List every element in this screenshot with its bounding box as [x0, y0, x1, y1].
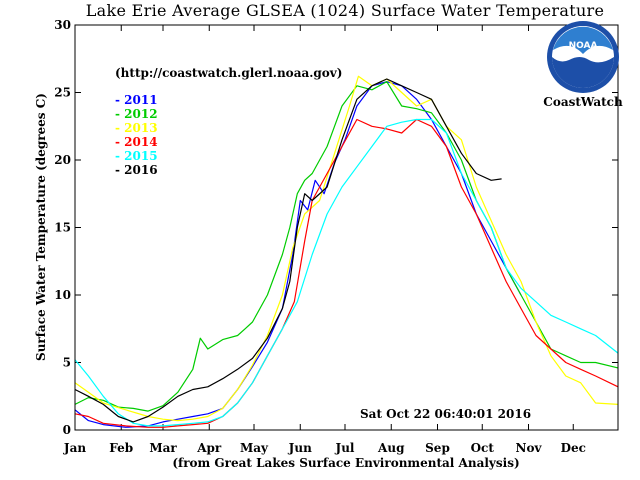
legend-item-2012: - 2012	[115, 107, 158, 121]
x-tick-label: Mar	[149, 441, 177, 455]
y-axis-label: Surface Water Temperature (degrees C)	[34, 93, 48, 361]
logo-sea-shape	[552, 57, 614, 88]
x-tick-label: Oct	[471, 441, 495, 455]
y-tick-label: 0	[63, 423, 71, 437]
legend-item-2013: - 2013	[115, 121, 158, 135]
x-tick-label: May	[240, 441, 269, 455]
series-line-2013	[74, 75, 619, 422]
x-axis-label: (from Great Lakes Surface Environmental …	[172, 456, 519, 470]
x-tick-label: Apr	[196, 441, 222, 455]
legend: - 2011- 2012- 2013- 2014- 2015- 2016	[115, 93, 158, 177]
logo-text: NOAA	[569, 41, 598, 51]
series-line-2016	[74, 78, 502, 423]
y-tick-label: 20	[54, 153, 71, 167]
series-line-2015	[74, 118, 619, 427]
legend-item-2015: - 2015	[115, 149, 158, 163]
y-tick-labels: 0 5 10 15 20 25 30	[54, 18, 71, 437]
legend-item-2016: - 2016	[115, 163, 158, 177]
chart-title: Lake Erie Average GLSEA (1024) Surface W…	[86, 1, 605, 20]
x-tick-label: Feb	[109, 441, 133, 455]
series-layer	[74, 75, 619, 428]
source-url: (http://coastwatch.glerl.noaa.gov)	[115, 66, 342, 80]
y-tick-label: 30	[54, 18, 71, 32]
timestamp: Sat Oct 22 06:40:01 2016	[360, 407, 531, 421]
y-tick-label: 15	[54, 221, 71, 235]
x-tick-label: Dec	[561, 441, 586, 455]
x-tick-labels: Jan Feb Mar Apr May Jun Jul Aug Sep Oct Nov Dec	[63, 441, 586, 455]
series-line-2012	[74, 81, 619, 412]
logo-caption: CoastWatch	[543, 95, 623, 109]
legend-item-2011: - 2011	[115, 93, 158, 107]
x-tick-label: Sep	[425, 441, 450, 455]
plot-frame	[74, 24, 619, 431]
axis-ticks	[74, 24, 618, 431]
y-tick-label: 5	[63, 356, 71, 370]
noaa-logo: NOAA	[547, 21, 619, 93]
series-line-2011	[74, 81, 522, 428]
y-tick-label: 10	[54, 288, 71, 302]
y-tick-label: 25	[54, 86, 71, 100]
x-tick-label: Jun	[288, 441, 312, 455]
x-tick-label: Jan	[63, 441, 86, 455]
logo-bird-shape	[553, 26, 613, 54]
x-tick-label: Jul	[335, 441, 355, 455]
x-tick-label: Aug	[377, 441, 405, 455]
x-tick-label: Nov	[516, 441, 543, 455]
legend-item-2014: - 2014	[115, 135, 158, 149]
series-line-2014	[74, 118, 619, 428]
